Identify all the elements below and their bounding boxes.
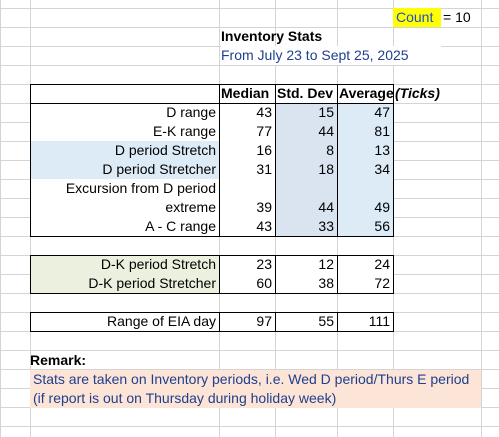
column-divider <box>337 255 338 294</box>
cell-value: 77 <box>220 122 275 141</box>
column-header: Median <box>221 85 270 101</box>
subtitle: From July 23 to Sept 25, 2025 <box>221 46 441 65</box>
cell-value: 43 <box>220 103 275 122</box>
cell-value: 60 <box>220 274 275 293</box>
cell-value: 15 <box>276 103 337 122</box>
column-divider <box>393 84 394 237</box>
remark-title: Remark: <box>30 352 87 368</box>
cell-bg <box>338 179 393 198</box>
cell-value: 23 <box>220 255 275 274</box>
cell-value: 111 <box>338 312 393 331</box>
cell-bg <box>220 179 275 198</box>
column-divider <box>275 255 276 294</box>
column-header: (Ticks) <box>395 85 440 101</box>
cell-value: 33 <box>276 217 337 236</box>
column-divider <box>275 312 276 332</box>
group-border <box>30 312 394 332</box>
row-label: D period Stretcher <box>31 160 219 179</box>
row-label: D range <box>31 103 219 122</box>
column-header: Average <box>339 85 393 101</box>
cell-value: 38 <box>276 274 337 293</box>
row-label: E-K range <box>31 122 219 141</box>
cell-value: 47 <box>338 103 393 122</box>
cell-value: 56 <box>338 217 393 236</box>
column-divider <box>337 84 338 237</box>
row-label: Excursion from D period extreme <box>31 179 219 217</box>
cell-value: 31 <box>220 160 275 179</box>
group-border <box>30 255 394 294</box>
cell-value: 34 <box>338 160 393 179</box>
cell-value: 43 <box>220 217 275 236</box>
grid-line <box>481 0 482 437</box>
cell-value: 44 <box>276 122 337 141</box>
cell-value: 24 <box>338 255 393 274</box>
column-divider <box>337 312 338 332</box>
row-label: D-K period Stretch <box>31 255 219 274</box>
row-label: D period Stretch <box>31 141 219 160</box>
group-border <box>30 84 220 237</box>
count-label: Count <box>393 8 441 27</box>
cell-value: 16 <box>220 141 275 160</box>
row-label: D-K period Stretcher <box>31 274 219 293</box>
count-value: = 10 <box>443 9 471 25</box>
remark-text: Stats are taken on Inventory periods, i.… <box>30 370 481 408</box>
cell-value: 44 <box>276 198 337 217</box>
row-label: A - C range <box>31 217 219 236</box>
cell-value: 12 <box>276 255 337 274</box>
cell-value: 49 <box>338 198 393 217</box>
row-label: Range of EIA day <box>31 312 219 331</box>
header-bg <box>30 84 393 103</box>
cell-value: 55 <box>276 312 337 331</box>
cell-value: 18 <box>276 160 337 179</box>
title: Inventory Stats <box>221 28 323 44</box>
column-divider <box>275 84 276 237</box>
cell-value: 97 <box>220 312 275 331</box>
cell-value: 13 <box>338 141 393 160</box>
cell-value: 39 <box>220 198 275 217</box>
column-header: Std. Dev <box>277 85 334 101</box>
cell-bg <box>276 179 337 198</box>
cell-value: 72 <box>338 274 393 293</box>
cell-value: 8 <box>276 141 337 160</box>
cell-value: 81 <box>338 122 393 141</box>
